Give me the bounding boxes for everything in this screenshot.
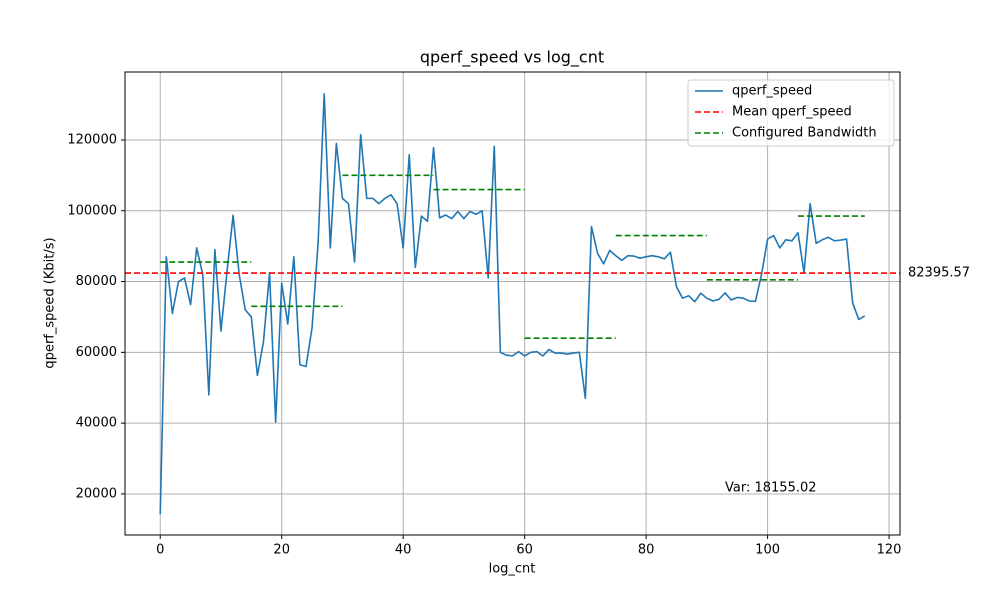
variance-annotation: Var: 18155.02 [725,481,817,496]
x-tick-label: 0 [156,543,164,558]
y-tick-label: 120000 [67,132,117,147]
plot-frame [124,71,901,536]
y-axis-label: qperf_speed (Kbit/s) [43,237,58,368]
data-line [159,93,866,515]
y-tick-label: 40000 [76,416,117,431]
x-tick-label: 120 [877,543,902,558]
x-axis-label: log_cnt [489,562,536,577]
x-tick-label: 40 [395,543,412,558]
x-tick-label: 60 [516,543,533,558]
y-tick-label: 20000 [76,486,117,501]
y-tick-label: 80000 [76,274,117,289]
x-tick-label: 20 [273,543,290,558]
legend-box [687,79,895,147]
x-tick-label: 80 [638,543,655,558]
y-tick-label: 60000 [76,345,117,360]
mean-label: 82395.57 [908,266,970,281]
chart-title: qperf_speed vs log_cnt [420,48,604,68]
x-tick-label: 100 [755,543,780,558]
legend-label: Configured Bandwidth [732,126,877,141]
legend-label: Mean qperf_speed [732,105,852,120]
y-tick-label: 100000 [67,203,117,218]
legend-label: qperf_speed [732,84,812,99]
